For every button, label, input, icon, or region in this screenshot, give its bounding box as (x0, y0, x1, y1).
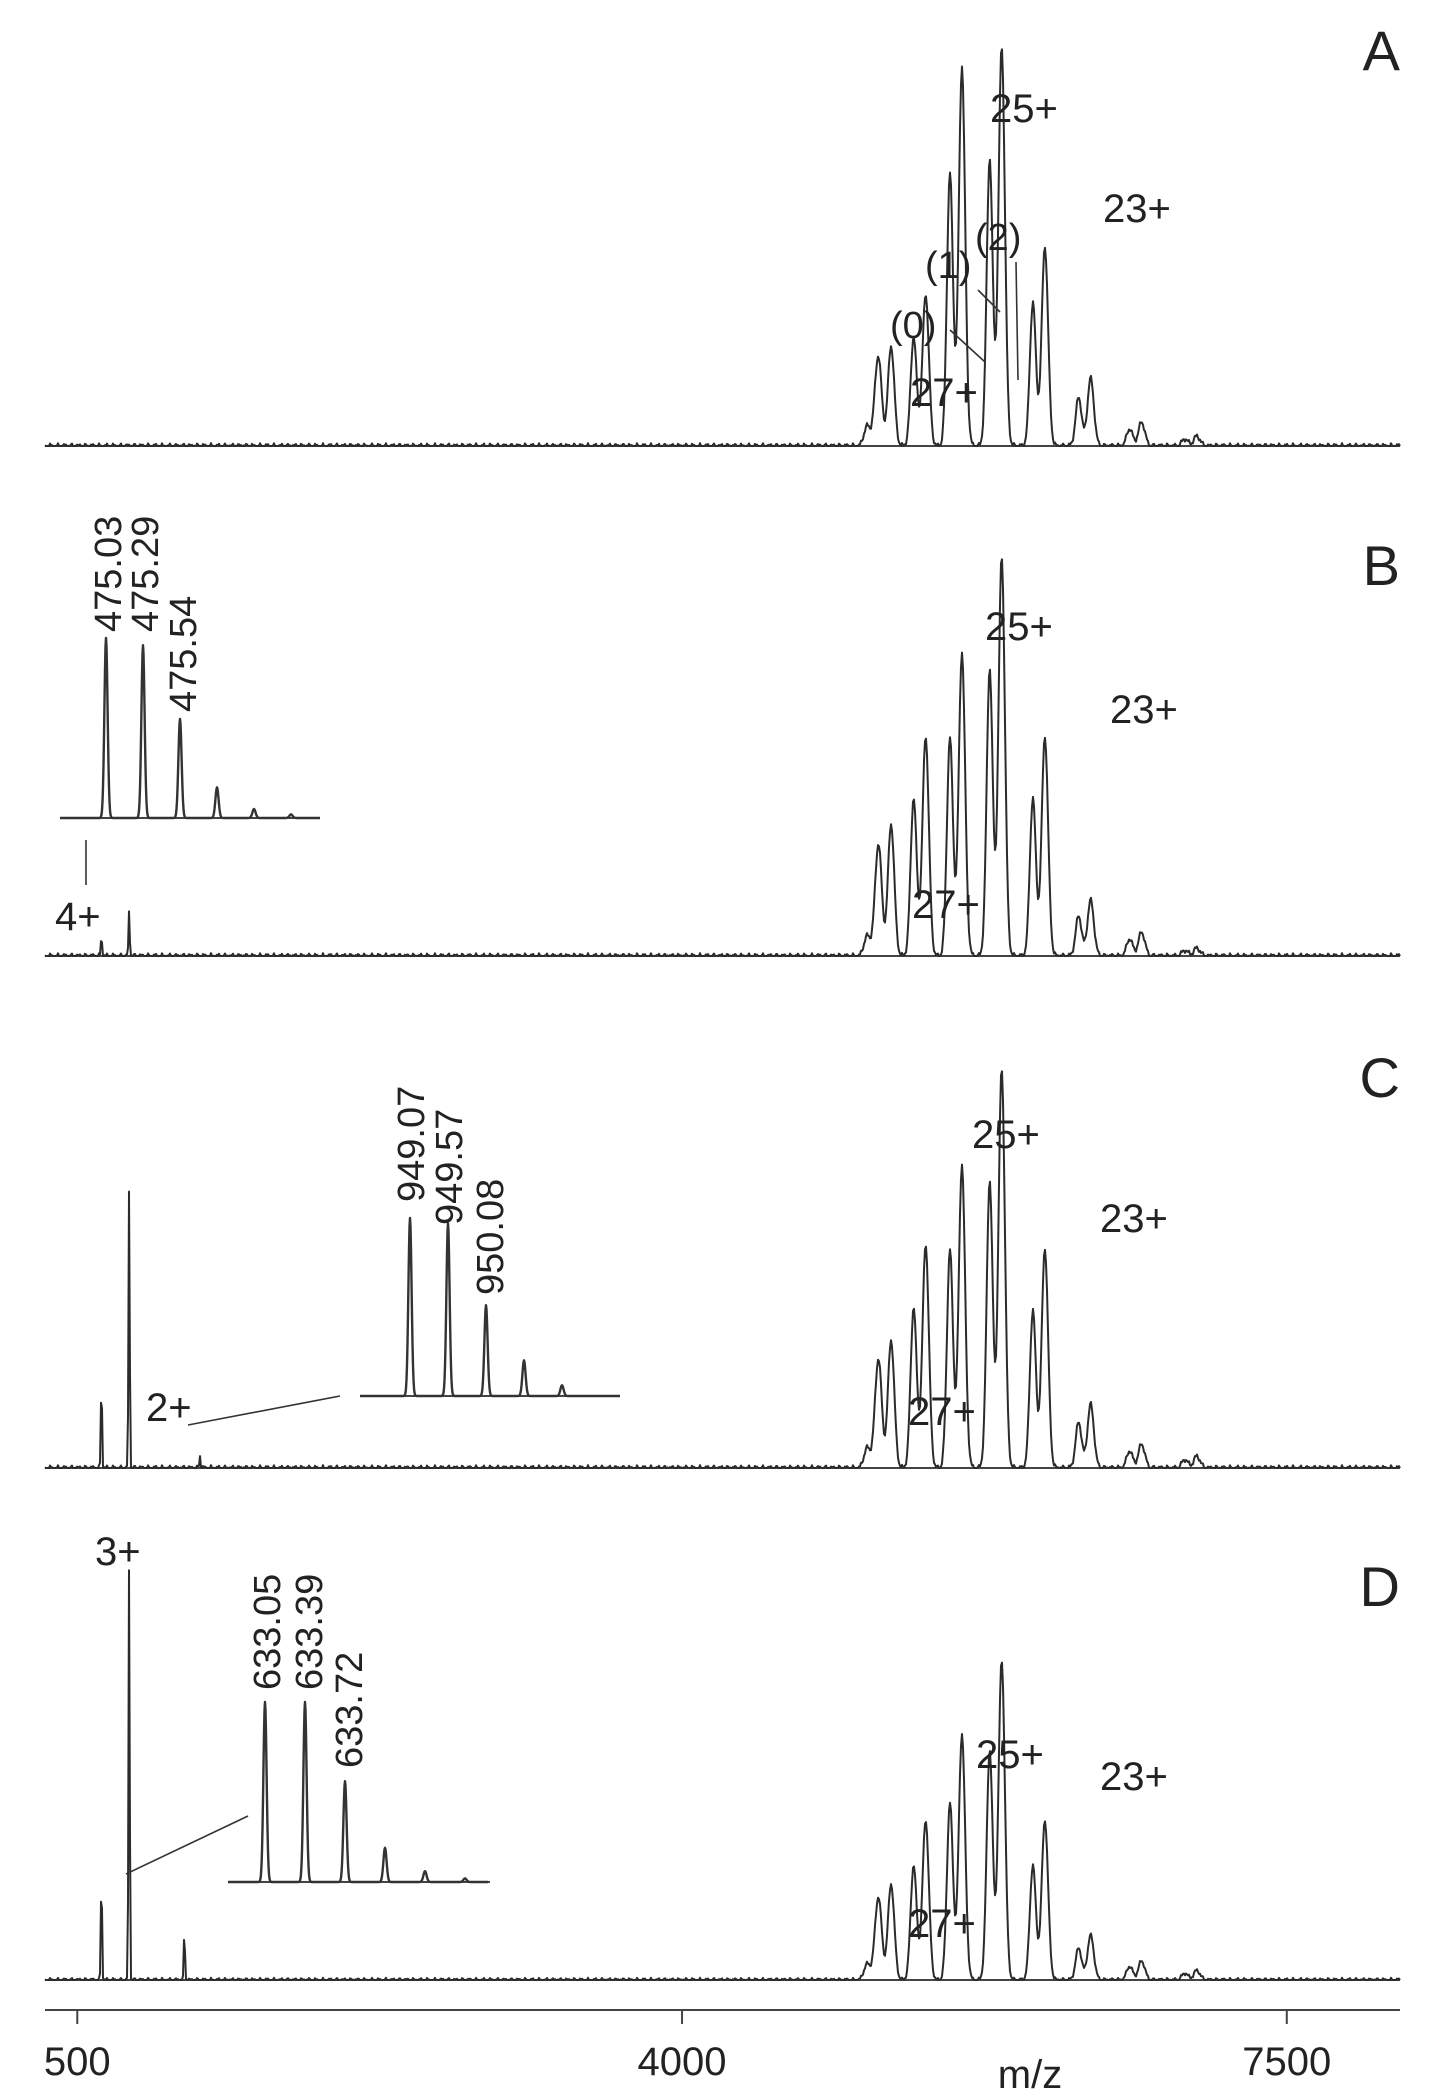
x-axis-ticks: 500 4000 7500 (44, 2010, 1331, 2084)
panel-d-inset-trace (227, 1700, 489, 1884)
panel-d-inset-label-2: 633.39 (289, 1574, 331, 1690)
panel-b-label-27plus: 27+ (912, 883, 980, 927)
panel-a-label-adduct-0: (0) (890, 305, 936, 347)
panel-d-label-3plus: 3+ (95, 1530, 141, 1574)
panel-label-d: D (1360, 1555, 1400, 1618)
panel-label-b: B (1363, 534, 1400, 597)
panel-c-label-2plus: 2+ (146, 1386, 192, 1430)
x-axis-tick-label-0: 500 (44, 2040, 111, 2084)
panel-a: A 25+ 23+ 27+ (0) (1) (2) (44, 19, 1401, 447)
panel-c-inset: 949.07 949.57 950.08 (359, 1086, 621, 1398)
panel-c-label-25plus: 25+ (972, 1113, 1040, 1157)
panel-c-label-23plus: 23+ (1100, 1197, 1168, 1241)
panel-d-inset-pointer (125, 1815, 249, 1875)
panel-a-label-adduct-1: (1) (925, 245, 971, 287)
x-axis-label: m/z (998, 2053, 1062, 2097)
panel-c-inset-label-2: 949.57 (429, 1109, 471, 1225)
x-axis-tick-label-2: 7500 (1242, 2040, 1331, 2084)
panel-c: C 25+ 23+ 27+ 2+ 949.07 949.57 950.08 (44, 1046, 1401, 1469)
panel-b-label-23plus: 23+ (1110, 688, 1178, 732)
x-axis: 500 4000 7500 m/z (44, 2009, 1400, 2097)
panel-c-spectrum (44, 1070, 1401, 1469)
panel-c-label-27plus: 27+ (908, 1390, 976, 1434)
panel-b-label-25plus: 25+ (985, 605, 1053, 649)
panel-c-inset-label-3: 950.08 (470, 1179, 512, 1295)
panel-label-c: C (1360, 1046, 1400, 1109)
panel-b: B 25+ 23+ 27+ 4+ 475.03 475.29 475.54 (44, 516, 1401, 957)
panel-b-inset: 475.03 475.29 475.54 (59, 516, 321, 820)
panel-c-inset-label-1: 949.07 (391, 1086, 433, 1202)
panel-b-inset-label-1: 475.03 (88, 516, 130, 632)
panel-c-inset-pointer (187, 1395, 341, 1426)
panel-d-label-27plus: 27+ (908, 1902, 976, 1946)
panel-b-inset-trace (59, 636, 321, 820)
panel-a-arrow-1 (977, 289, 1001, 313)
panel-b-spectrum (44, 558, 1401, 957)
panel-a-label-27plus: 27+ (910, 371, 978, 415)
panel-d-inset-label-1: 633.05 (247, 1574, 289, 1690)
panel-b-inset-label-2: 475.29 (125, 516, 167, 632)
x-axis-tick-label-1: 4000 (638, 2040, 727, 2084)
panel-label-a: A (1363, 19, 1401, 82)
panel-d-inset: 633.05 633.39 633.72 (227, 1574, 490, 1884)
panel-b-label-4plus: 4+ (55, 895, 101, 939)
panel-a-spectrum (44, 48, 1401, 447)
panel-a-arrow-2 (1015, 261, 1019, 381)
panel-b-inset-label-3: 475.54 (163, 596, 205, 712)
panel-a-label-25plus: 25+ (990, 87, 1058, 131)
panel-d-inset-label-3: 633.72 (329, 1652, 371, 1768)
panel-a-label-adduct-2: (2) (975, 217, 1021, 259)
panel-d-label-25plus: 25+ (976, 1733, 1044, 1777)
panel-d: D 25+ 23+ 27+ 3+ 633.05 633.39 633.72 (44, 1530, 1401, 1981)
panel-d-label-23plus: 23+ (1100, 1755, 1168, 1799)
panel-d-spectrum (44, 1569, 1401, 1981)
panel-a-label-23plus: 23+ (1103, 187, 1171, 231)
panel-a-arrow-0 (949, 329, 986, 363)
panel-c-inset-trace (359, 1216, 621, 1398)
